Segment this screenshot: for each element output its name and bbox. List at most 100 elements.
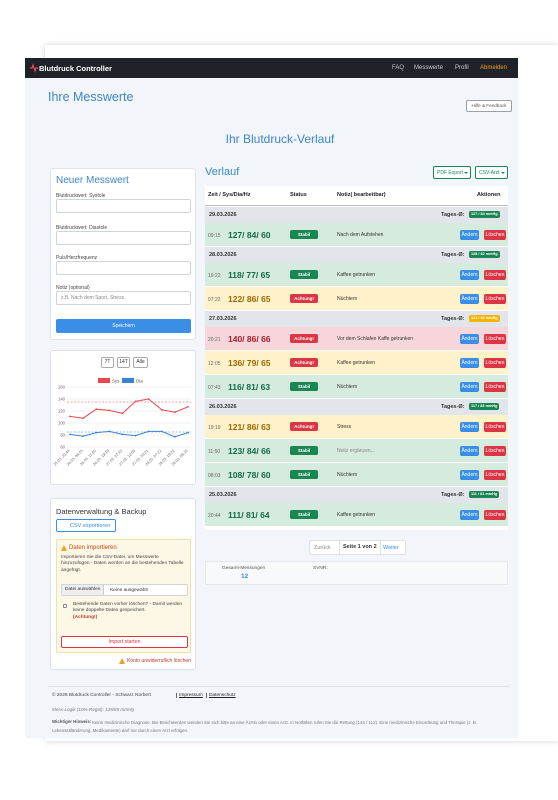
entry-row: 07:43 116/ 81/ 63 Stabil Nüchtern Ändern Lösc… — [205, 375, 508, 399]
entry-reading: 108/ 78/ 60 — [228, 470, 271, 480]
action-button[interactable]: Ändern — [460, 270, 479, 280]
day-avg-label: Tages-Ø: — [441, 252, 465, 258]
data-point — [108, 409, 111, 412]
action-button[interactable]: Ändern — [460, 334, 479, 344]
entry-note[interactable]: Nüchtern — [337, 296, 358, 302]
action-button[interactable]: Löschen — [484, 382, 506, 392]
range-button[interactable]: 7T — [101, 357, 114, 368]
page-prev[interactable]: Zurück — [314, 545, 331, 551]
action-button[interactable]: Löschen — [484, 446, 506, 456]
action-button[interactable]: Ändern — [460, 358, 479, 368]
action-button[interactable]: Ändern — [460, 422, 479, 432]
action-button[interactable]: Ändern — [460, 470, 479, 480]
logo-line — [30, 63, 38, 73]
day-avg-badge: 121 / 82 mmHg — [469, 315, 500, 322]
day-avg-label: Tages-Ø: — [441, 492, 465, 498]
action-button[interactable]: Ändern — [460, 294, 479, 304]
entry-reading: 127/ 84/ 60 — [228, 230, 271, 240]
header-rule — [205, 205, 508, 206]
field-label: Notiz (optional) — [56, 285, 90, 291]
input[interactable] — [56, 261, 191, 275]
range-button[interactable]: Alle — [133, 357, 148, 368]
action-button[interactable]: Löschen — [484, 358, 506, 368]
form-card: Neuer Messwert Blutdruckwert: Systole Blut… — [50, 168, 196, 340]
import-button[interactable]: Import starten — [61, 636, 188, 648]
placeholder: z.B. Nach dem Sport, Stress. — [61, 295, 126, 301]
entry-note[interactable]: Stress — [337, 424, 352, 430]
nav-link[interactable]: FAQ — [392, 65, 405, 71]
data-point — [95, 431, 98, 434]
nav-link[interactable]: Messwerte — [414, 65, 444, 71]
action-button[interactable]: Löschen — [484, 422, 506, 432]
status-badge: Stabil — [290, 270, 318, 279]
checkbox[interactable] — [63, 604, 67, 608]
status-badge: Achtung! — [290, 422, 318, 431]
input[interactable]: z.B. Nach dem Sport, Stress. — [56, 291, 191, 305]
day-header: 28.03.2026 Tages-Ø: 128 / 82 mmHg — [205, 247, 508, 263]
nav-link[interactable]: Profil — [455, 65, 469, 71]
entry-note[interactable]: Kaffee getrunken — [337, 272, 375, 278]
entry-note[interactable]: Vor dem Schlafen Kaffe getrunken — [337, 336, 414, 342]
entry-note-placeholder[interactable]: Notiz ergänzen... — [337, 448, 375, 454]
range-button[interactable]: 14T — [117, 357, 130, 368]
entry-time: 09:15 — [208, 233, 221, 239]
day-avg-label: Tages-Ø: — [441, 212, 465, 218]
entry-note[interactable]: Kaffee getrunken — [337, 360, 375, 366]
import-description: Importieren Sie die CSV-Datei, um Messwe… — [61, 555, 184, 573]
entry-row: 12:05 136/ 79/ 65 Achtung! Kaffee getrunken… — [205, 351, 508, 375]
action-button[interactable]: Löschen — [484, 510, 506, 520]
history-table: Zeit / Sys/Dia/Hz Status Notiz( bearbeitba… — [205, 186, 508, 530]
input[interactable] — [56, 199, 191, 213]
entry-time: 11:50 — [208, 449, 221, 455]
entry-time: 08:03 — [208, 473, 221, 479]
column-header: Notiz( bearbeitbar) — [337, 192, 386, 198]
entry-reading: 122/ 86/ 65 — [228, 294, 271, 304]
nav-link[interactable]: Abmelden — [480, 65, 508, 71]
entry-row: 19:22 118/ 77/ 65 Stabil Kaffee getrunken Än… — [205, 263, 508, 287]
delete-account-link[interactable]: Konto unwiderruflich löschen — [127, 658, 191, 664]
footer-copyright: © 2026 Blutdruck Controller - Schwarz No… — [52, 693, 151, 698]
entry-row: 20:21 140/ 86/ 66 Achtung! Vor dem Schlafen… — [205, 327, 508, 351]
footer-link[interactable]: Impressum — [176, 693, 203, 698]
svnr-label: SVNR: — [313, 566, 328, 571]
data-point — [134, 434, 137, 437]
action-button[interactable]: Löschen — [484, 230, 506, 240]
checkbox-warning: (Achtung!) — [73, 615, 98, 620]
action-button[interactable]: Löschen — [484, 334, 506, 344]
file-input[interactable]: Datei auswählen Keine ausgewählt — [61, 584, 188, 596]
entry-time: 07:22 — [208, 297, 221, 303]
footer-link[interactable]: Datenschutz — [206, 693, 236, 698]
entry-note[interactable]: Nach dem Aufstehen — [337, 232, 384, 238]
action-button[interactable]: Ändern — [460, 446, 479, 456]
export-dropdown[interactable]: CSV-Arzt — [475, 166, 508, 179]
page-current[interactable]: Seite 1 von 2 — [339, 541, 381, 554]
entry-note[interactable]: Nüchtern — [337, 384, 358, 390]
action-button[interactable]: Ändern — [460, 510, 479, 520]
action-button[interactable]: Ändern — [460, 382, 479, 392]
y-tick-label: 60 — [60, 445, 65, 450]
entry-note[interactable]: Kaffee getrunken — [337, 512, 375, 518]
page-next[interactable]: Weiter — [383, 545, 399, 551]
export-dropdown[interactable]: PDF Export — [433, 166, 471, 179]
entry-note[interactable]: Nüchtern — [337, 472, 358, 478]
action-button[interactable]: Löschen — [484, 470, 506, 480]
entry-row: 07:22 122/ 86/ 65 Achtung! Nüchtern Ändern Lö… — [205, 287, 508, 311]
data-point — [95, 408, 98, 411]
entry-reading: 111/ 81/ 64 — [228, 510, 270, 520]
brand[interactable]: Blutdruck Controller — [39, 64, 112, 73]
entry-row: 11:50 123/ 84/ 66 Stabil Notiz ergänzen... Ä… — [205, 439, 508, 463]
day-avg-label: Tages-Ø: — [441, 316, 465, 322]
navbar — [25, 58, 518, 78]
action-button[interactable]: Löschen — [484, 294, 506, 304]
input[interactable] — [56, 231, 191, 245]
entry-row: 09:15 127/ 84/ 60 Stabil Nach dem Aufstehen… — [205, 223, 508, 247]
data-point — [121, 412, 124, 415]
help-button[interactable]: Hilfe & Feedback — [466, 100, 512, 112]
csv-export-button[interactable]: CSV exportieren — [56, 519, 116, 532]
action-button[interactable]: Ändern — [460, 230, 479, 240]
action-button[interactable]: Löschen — [484, 270, 506, 280]
data-point — [82, 435, 85, 438]
status-badge: Stabil — [290, 446, 318, 455]
save-button[interactable]: Speichern — [56, 319, 191, 333]
